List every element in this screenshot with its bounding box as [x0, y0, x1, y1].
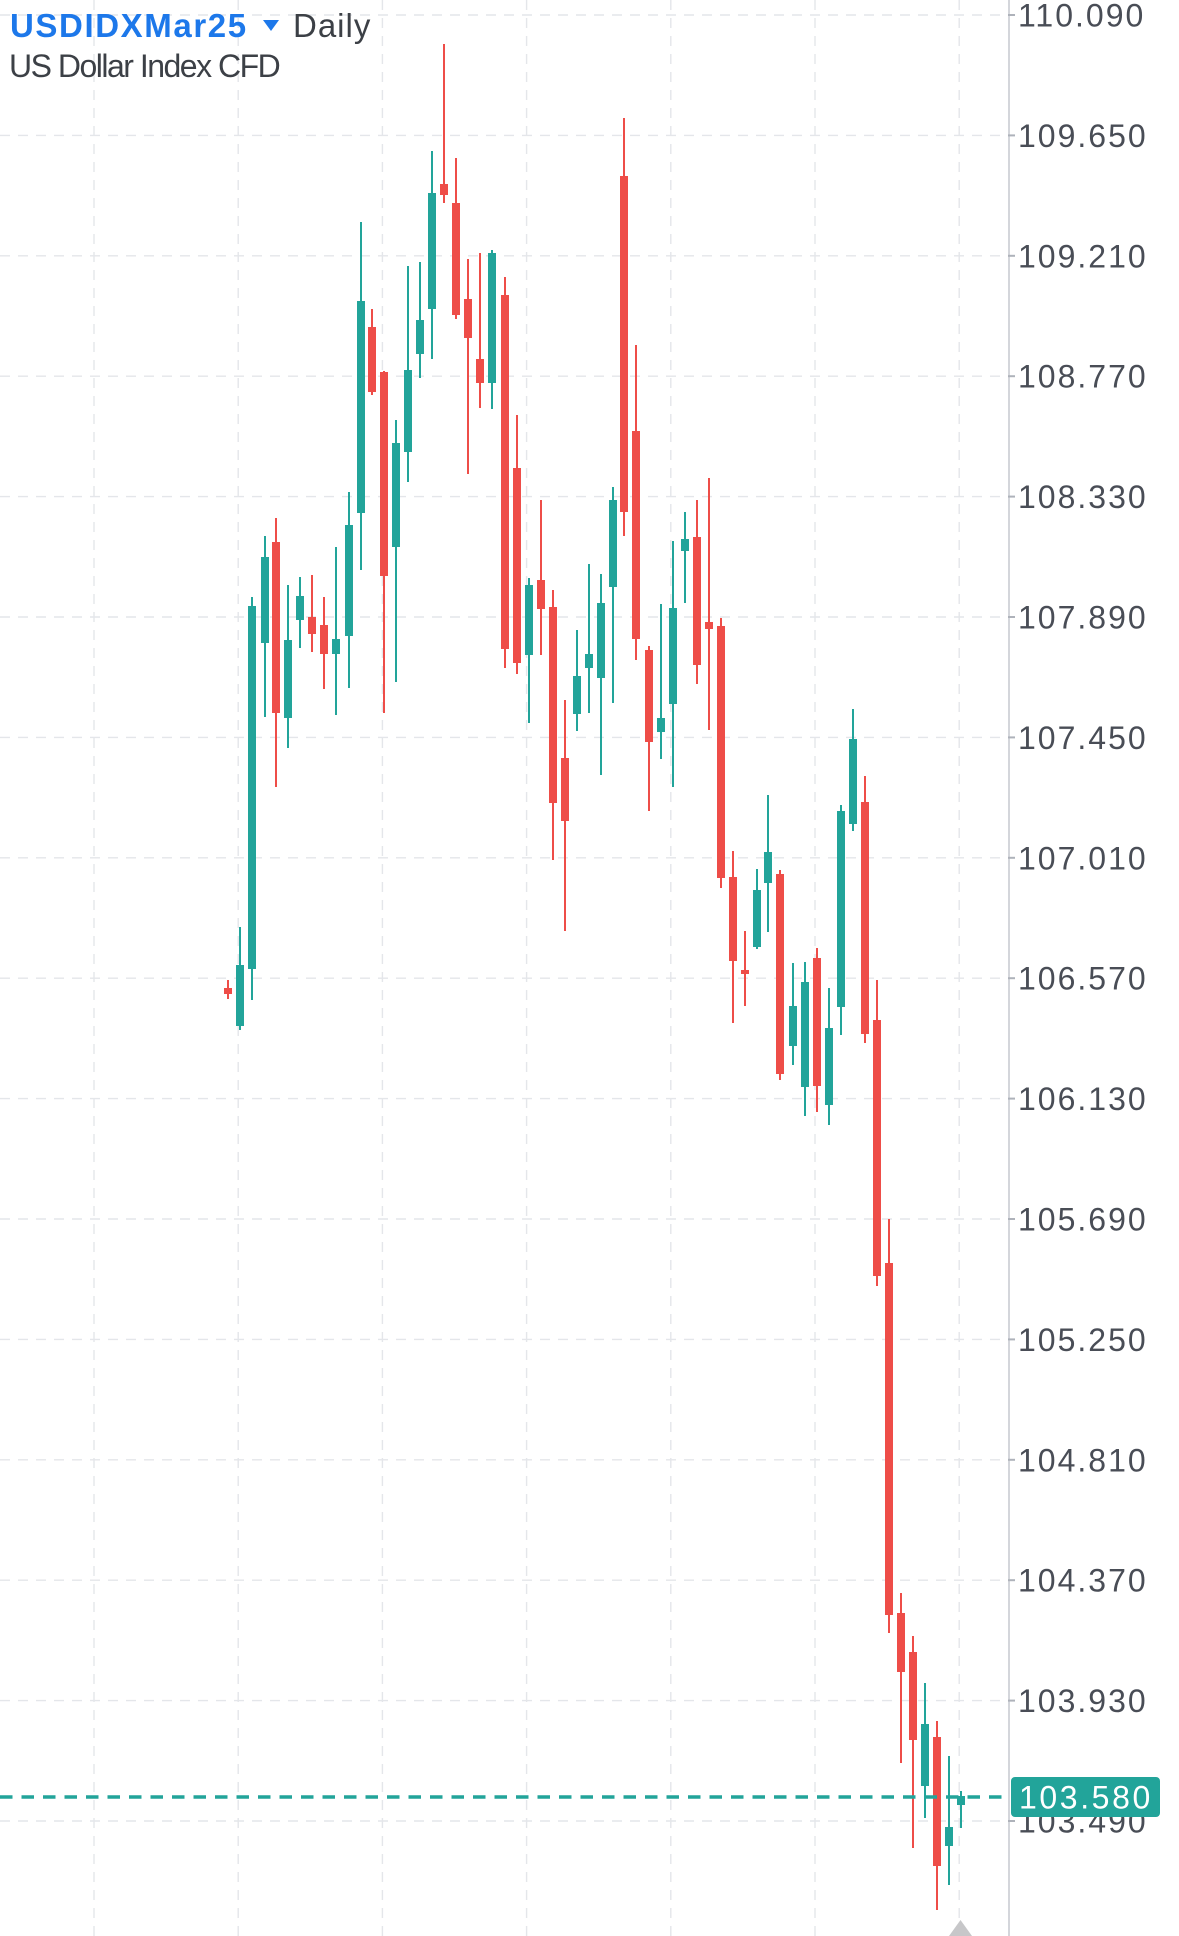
svg-text:104.370: 104.370	[1018, 1563, 1148, 1599]
svg-text:Daily: Daily	[293, 7, 371, 44]
svg-text:103.930: 103.930	[1018, 1683, 1148, 1719]
svg-text:106.130: 106.130	[1018, 1081, 1148, 1117]
svg-text:107.890: 107.890	[1018, 600, 1148, 636]
svg-text:105.690: 105.690	[1018, 1202, 1148, 1238]
svg-text:109.210: 109.210	[1018, 238, 1148, 274]
svg-text:108.330: 108.330	[1018, 479, 1148, 515]
svg-text:108.770: 108.770	[1018, 359, 1148, 395]
svg-text:107.010: 107.010	[1018, 840, 1148, 876]
svg-text:US Dollar Index CFD: US Dollar Index CFD	[9, 48, 280, 84]
svg-text:105.250: 105.250	[1018, 1322, 1148, 1358]
svg-text:110.090: 110.090	[1018, 0, 1145, 34]
svg-text:106.570: 106.570	[1018, 961, 1148, 997]
svg-text:109.650: 109.650	[1018, 118, 1148, 154]
svg-text:107.450: 107.450	[1018, 720, 1148, 756]
svg-text:USDIDXMar25: USDIDXMar25	[10, 7, 248, 44]
svg-text:103.580: 103.580	[1019, 1780, 1153, 1816]
svg-text:104.810: 104.810	[1018, 1442, 1148, 1478]
